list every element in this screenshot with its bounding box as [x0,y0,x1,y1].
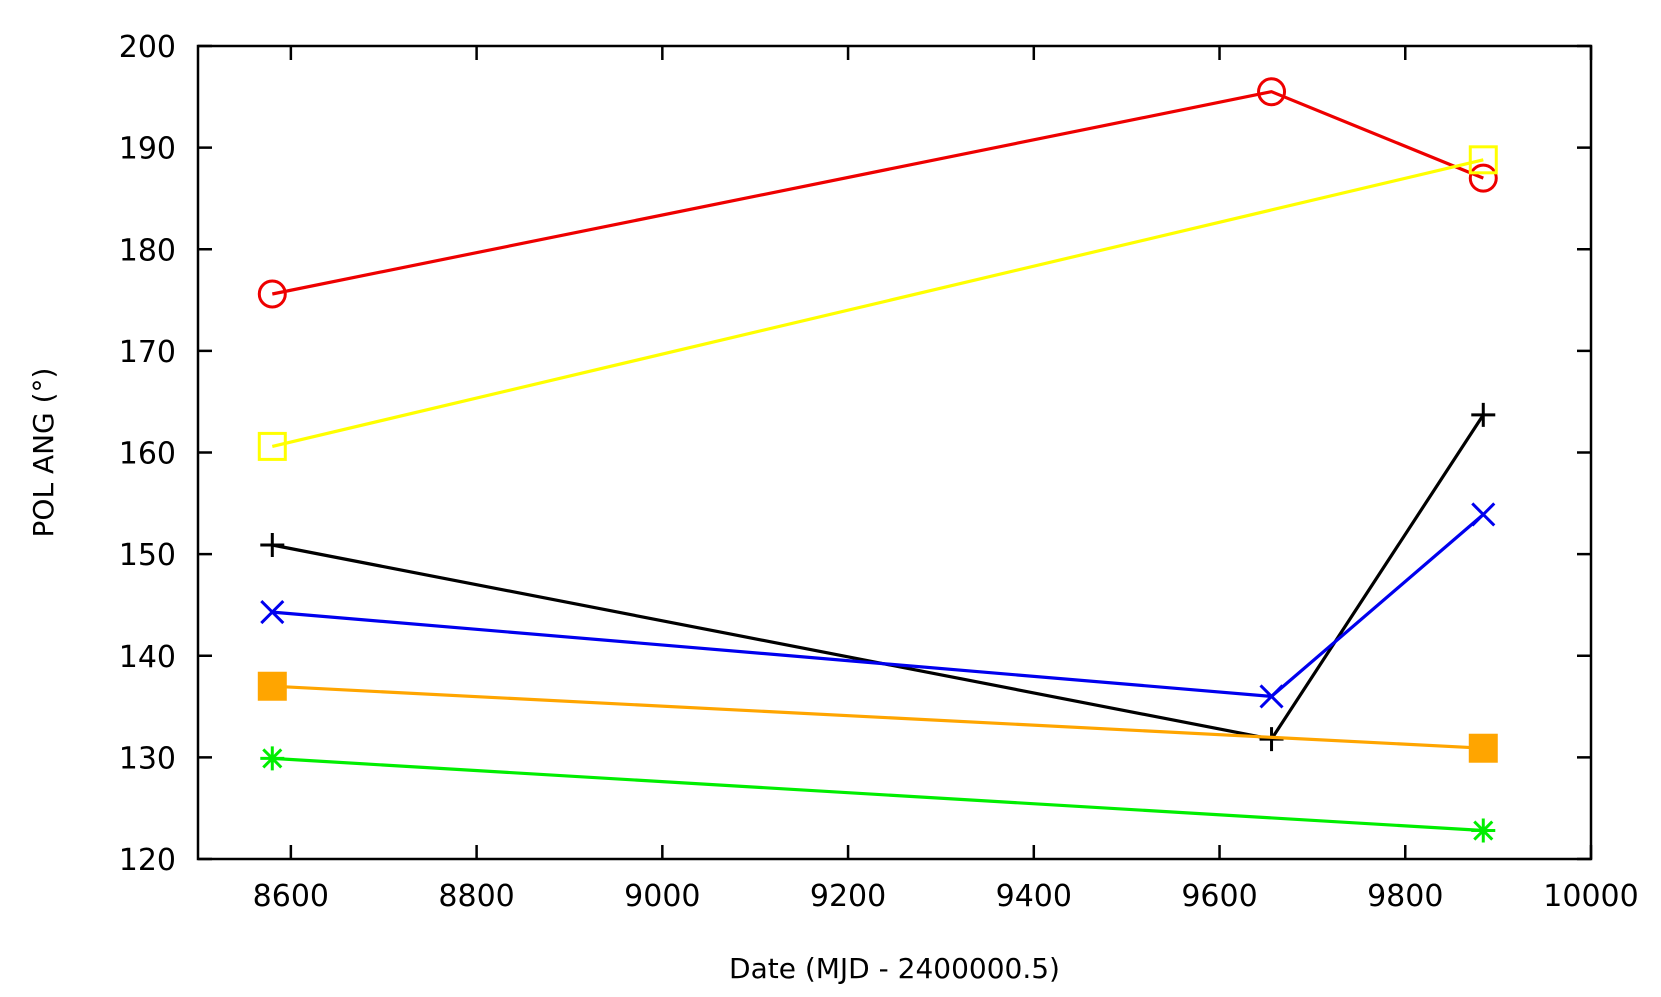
x-tick-label: 9000 [624,879,700,914]
x-tick-label: 10000 [1543,879,1638,914]
data-point [257,279,287,309]
data-point [1468,733,1498,763]
y-tick-label: 170 [119,335,176,370]
data-point [260,599,285,625]
plot-frame [196,44,1593,861]
series-line [272,756,1484,833]
data-point [1471,502,1496,527]
data-point [1468,163,1498,193]
data-point [1259,684,1284,709]
x-tick-label: 9400 [996,879,1072,914]
data-point [257,431,287,461]
data-point [260,532,285,557]
y-tick-label: 190 [119,132,176,167]
x-axis-label: Date (MJD - 2400000.5) [729,952,1060,985]
y-tick-label: 130 [119,741,176,776]
plot-series [257,77,1498,843]
x-tick-label: 9800 [1367,879,1443,914]
data-point [1471,402,1496,427]
data-point [1471,818,1496,843]
series-6 [260,746,1496,843]
tick-labels: 8600 8800 9000 9200 9400 9600 9800 10000 120 130 1… [119,30,1639,914]
y-axis-label: POL ANG (°) [27,368,60,538]
series-3 [260,402,1496,752]
y-tick-label: 160 [119,437,176,472]
x-tick-label: 8800 [438,879,514,914]
series-5 [257,671,1498,763]
x-tick-label: 9600 [1181,879,1257,914]
series-line [271,414,1485,741]
series-4 [260,502,1496,709]
y-tick-label: 180 [119,233,176,268]
series-2 [257,145,1498,461]
y-tick-label: 140 [119,640,176,675]
data-point [257,671,287,701]
series-line [272,513,1485,699]
data-point [1257,77,1287,107]
y-tick-label: 200 [119,30,176,65]
series-line [271,90,1484,296]
data-point [260,746,285,771]
series-line [271,158,1484,448]
y-tick-label: 150 [119,538,176,573]
x-tick-label: 8600 [253,879,329,914]
series-1 [257,77,1498,309]
series-line [272,684,1484,750]
x-tick-label: 9200 [810,879,886,914]
y-tick-label: 120 [119,843,176,878]
data-point [1468,145,1498,175]
